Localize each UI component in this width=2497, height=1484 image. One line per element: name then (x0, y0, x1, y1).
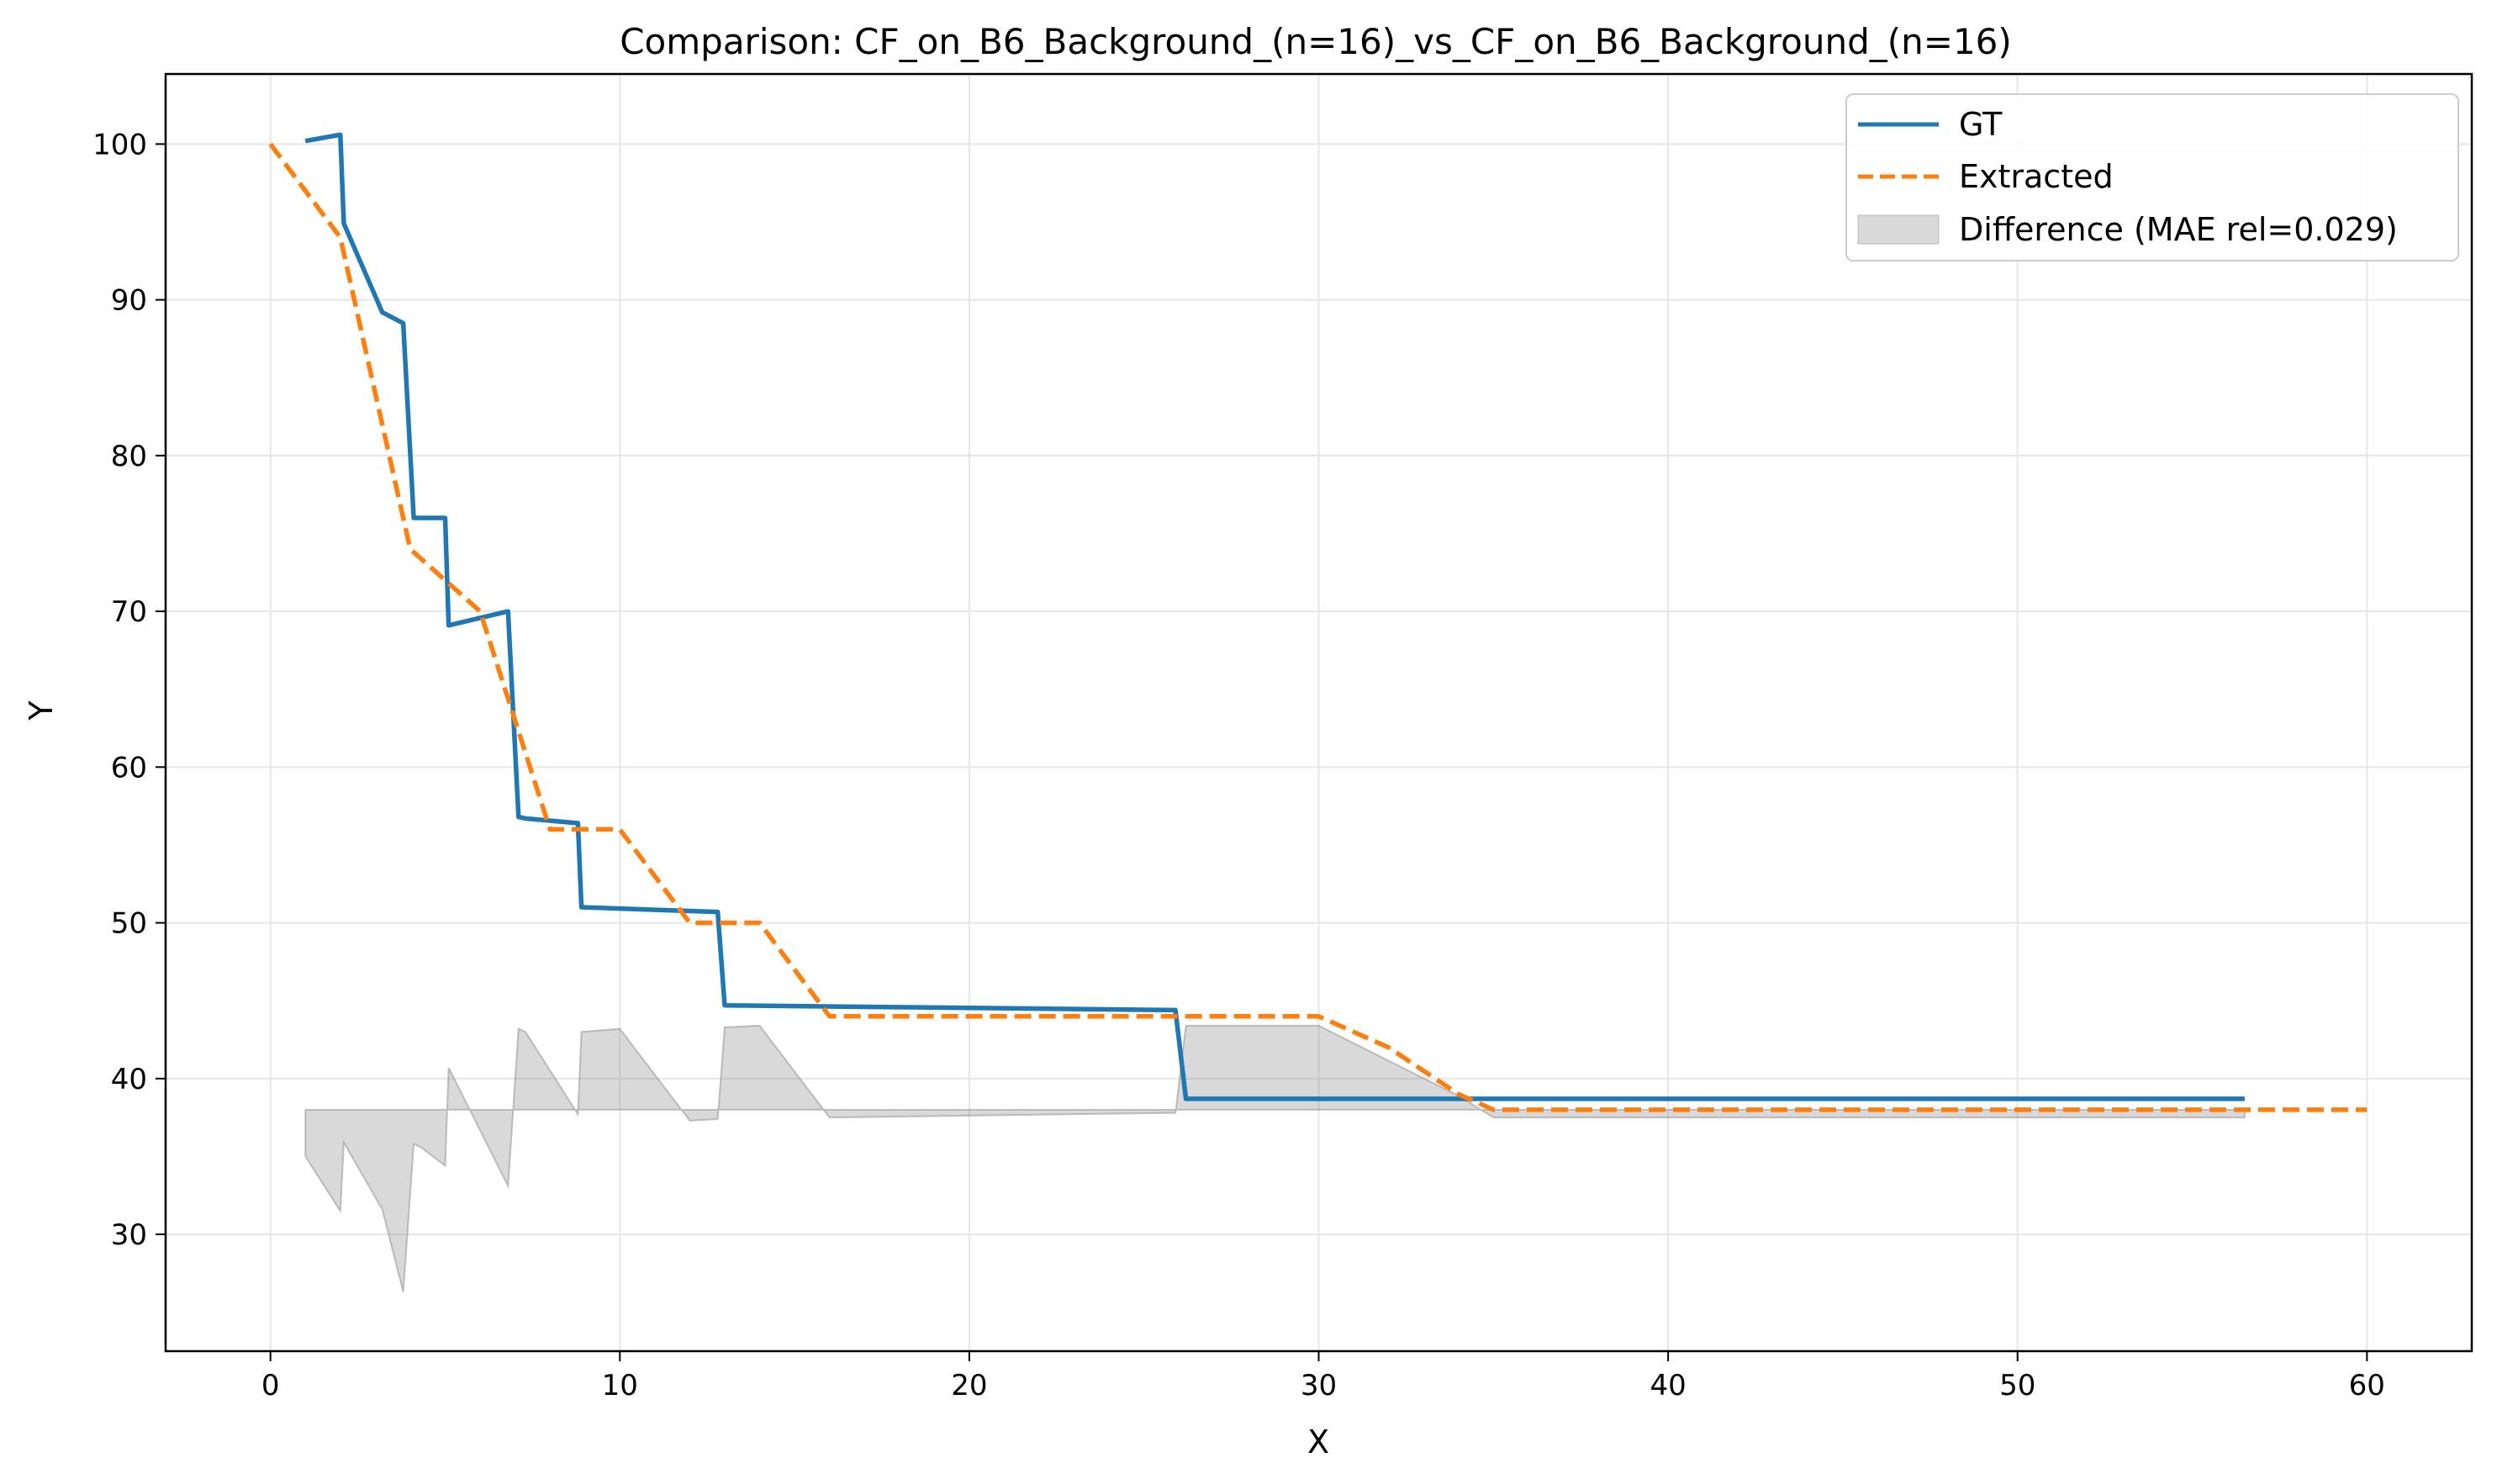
chart-title: Comparison: CF_on_B6_Background_(n=16)_v… (620, 21, 2012, 62)
y-tick-label: 50 (111, 907, 147, 941)
legend-extracted-label: Extracted (1959, 158, 2114, 195)
legend-difference-label: Difference (MAE rel=0.029) (1959, 211, 2398, 248)
x-tick-label: 30 (1301, 1369, 1337, 1402)
legend-gt-label: GT (1959, 106, 2003, 143)
series-line-extracted (268, 142, 2368, 1112)
y-tick-label: 90 (111, 284, 147, 318)
difference-polygon (304, 1024, 2246, 1292)
series-line-gt (304, 132, 2245, 1101)
legend: GT Extracted Difference (MAE rel=0.029) (1845, 93, 2459, 261)
x-ticks: 0 10 20 30 40 50 60 (261, 1351, 2385, 1402)
y-ticks: 30 40 50 60 70 80 90 100 (92, 128, 166, 1252)
y-tick-label: 70 (111, 595, 147, 629)
x-tick-label: 60 (2349, 1369, 2385, 1402)
y-tick-label: 80 (111, 440, 147, 473)
y-tick-label: 100 (92, 128, 147, 161)
x-tick-label: 40 (1650, 1369, 1686, 1402)
x-tick-label: 10 (602, 1369, 638, 1402)
gridlines (166, 74, 2472, 1351)
y-tick-label: 40 (111, 1063, 147, 1096)
x-tick-label: 0 (261, 1369, 280, 1402)
x-axis-label: X (1307, 1423, 1329, 1460)
y-tick-label: 60 (111, 751, 147, 784)
x-tick-label: 50 (1999, 1369, 2035, 1402)
series-lines (268, 132, 2368, 1112)
difference-area (304, 1024, 2246, 1292)
x-tick-label: 20 (951, 1369, 987, 1402)
y-axis-label: Y (23, 700, 60, 721)
legend-difference-swatch (1857, 214, 1940, 245)
y-tick-label: 30 (111, 1218, 147, 1252)
legend-frame (1845, 93, 2459, 261)
